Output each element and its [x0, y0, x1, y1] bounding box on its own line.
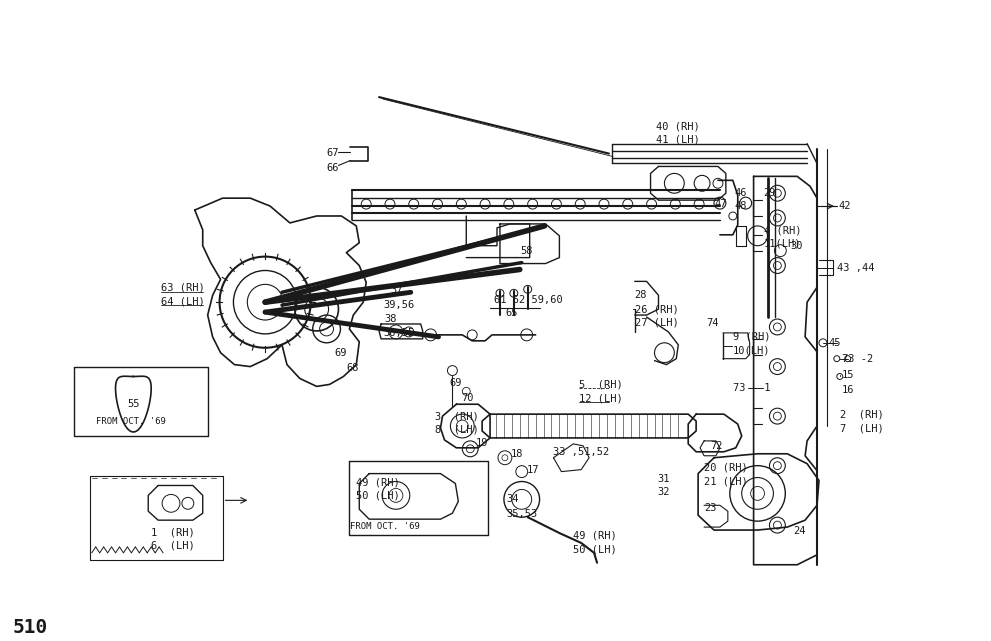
Text: 3  (RH): 3 (RH) — [435, 411, 479, 421]
Text: 510: 510 — [13, 619, 48, 637]
Text: 39,56: 39,56 — [384, 300, 414, 310]
Text: 47: 47 — [714, 199, 726, 209]
Text: 45: 45 — [828, 338, 841, 348]
Text: 68: 68 — [347, 363, 359, 372]
Text: 28: 28 — [634, 290, 647, 300]
Text: 20 (RH): 20 (RH) — [704, 463, 748, 472]
Text: 49 (RH): 49 (RH) — [573, 530, 617, 540]
Text: 64 (LH): 64 (LH) — [162, 296, 205, 306]
Text: 50 (LH): 50 (LH) — [573, 545, 617, 555]
Text: 23: 23 — [704, 503, 716, 513]
Text: 4 (RH): 4 (RH) — [763, 226, 801, 236]
Text: FROM OCT. '69: FROM OCT. '69 — [96, 417, 165, 426]
Text: FROM OCT. '69: FROM OCT. '69 — [351, 522, 420, 531]
Text: 24: 24 — [793, 526, 806, 536]
Text: 1  (RH): 1 (RH) — [152, 527, 195, 537]
Text: 2  (RH): 2 (RH) — [839, 409, 884, 419]
Text: 8  (LH): 8 (LH) — [435, 425, 479, 435]
Text: 11(LH): 11(LH) — [763, 238, 801, 249]
Text: 5  (RH): 5 (RH) — [579, 379, 623, 390]
Text: 69: 69 — [335, 347, 347, 358]
Text: 21 (LH): 21 (LH) — [704, 476, 748, 487]
Text: 37: 37 — [390, 285, 402, 296]
Text: 18: 18 — [510, 449, 523, 459]
Text: 65: 65 — [505, 308, 518, 318]
Text: 48: 48 — [734, 201, 747, 211]
Text: 70: 70 — [461, 394, 474, 403]
Text: 69: 69 — [449, 378, 462, 388]
Text: 27 (LH): 27 (LH) — [634, 318, 679, 328]
Text: 40 (RH): 40 (RH) — [655, 122, 700, 132]
Text: 32: 32 — [657, 487, 670, 497]
Text: 7  (LH): 7 (LH) — [839, 423, 884, 433]
Text: 12 (LH): 12 (LH) — [579, 394, 623, 403]
Text: 19: 19 — [477, 438, 489, 448]
Text: 29: 29 — [763, 188, 776, 198]
Text: 9 (RH): 9 (RH) — [732, 332, 770, 342]
Text: 30: 30 — [790, 241, 803, 251]
Text: 46: 46 — [734, 188, 747, 198]
Text: 31: 31 — [657, 474, 670, 483]
Text: 73 -2: 73 -2 — [841, 354, 873, 363]
Text: 35,53: 35,53 — [505, 509, 537, 519]
Text: 34: 34 — [505, 494, 518, 504]
Text: 6  (LH): 6 (LH) — [152, 541, 195, 551]
Text: 55: 55 — [127, 399, 140, 409]
Text: 10(LH): 10(LH) — [732, 345, 770, 356]
Text: 49 (RH): 49 (RH) — [357, 478, 400, 488]
Text: 38: 38 — [385, 314, 396, 324]
Text: 36,55: 36,55 — [384, 328, 414, 338]
Text: 61 62 59,60: 61 62 59,60 — [495, 296, 563, 305]
Text: 43 ,44: 43 ,44 — [836, 263, 874, 272]
Text: 33 ,51,52: 33 ,51,52 — [553, 447, 609, 457]
Text: 15: 15 — [841, 369, 854, 379]
Text: 74: 74 — [706, 318, 718, 328]
Text: 17: 17 — [526, 465, 539, 474]
Text: 58: 58 — [520, 246, 533, 256]
Text: 73 - 1: 73 - 1 — [732, 383, 770, 394]
Text: 72: 72 — [710, 441, 722, 451]
Text: 41 (LH): 41 (LH) — [655, 135, 700, 145]
Text: 50 (LH): 50 (LH) — [357, 490, 400, 501]
Text: 26 (RH): 26 (RH) — [634, 304, 679, 314]
Text: 16: 16 — [841, 385, 854, 395]
Text: 67: 67 — [326, 147, 339, 158]
Text: 42: 42 — [838, 201, 851, 211]
Text: 63 (RH): 63 (RH) — [162, 282, 205, 292]
Text: 66: 66 — [326, 163, 339, 174]
